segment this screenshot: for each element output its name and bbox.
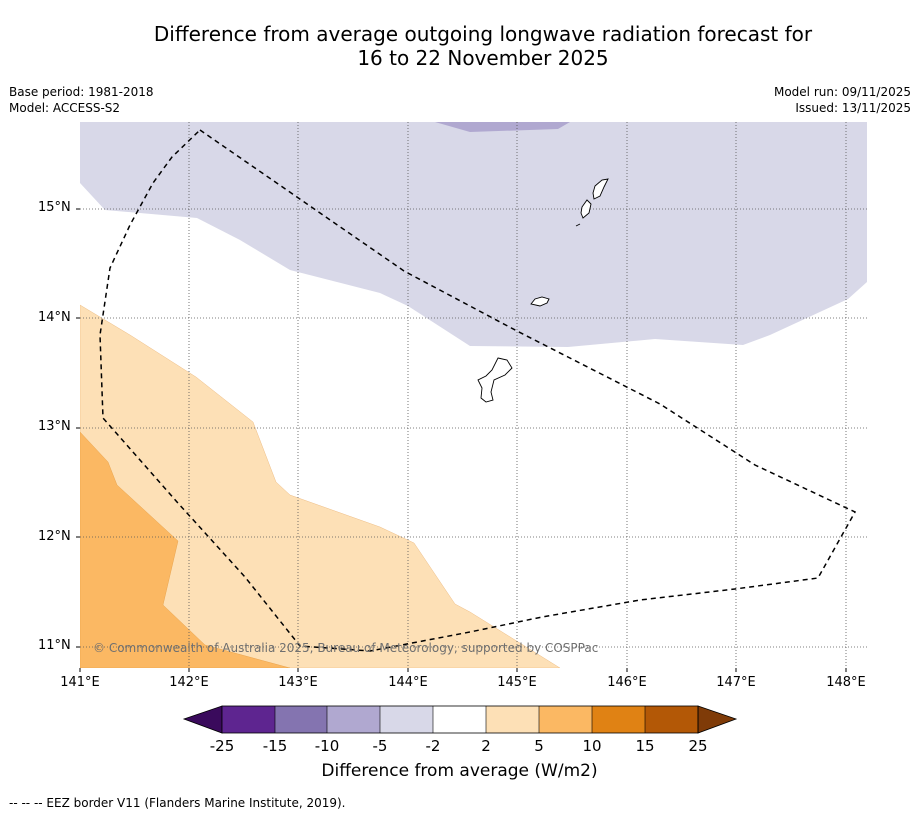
title-line-2: 16 to 22 November 2025	[357, 46, 609, 70]
model-name: Model: ACCESS-S2	[9, 101, 121, 115]
issued-date: Issued: 13/11/2025	[795, 101, 911, 115]
colorbar-tick: 15	[635, 737, 655, 755]
anomaly-region-neg-mid	[435, 122, 570, 132]
colorbar-bin	[433, 706, 486, 733]
meta-left: Base period: 1981-2018 Model: ACCESS-S2	[9, 84, 154, 116]
eez-footnote: -- -- -- EEZ border V11 (Flanders Marine…	[9, 796, 346, 810]
lon-label-141e: 141°E	[60, 675, 100, 690]
colorbar-tick: 25	[688, 737, 708, 755]
lat-label-11n: 11°N	[38, 638, 71, 653]
colorbar-bin	[222, 706, 275, 733]
colorbar-tick: 10	[582, 737, 602, 755]
colorbar-tick: -2	[425, 737, 441, 755]
island-rota	[530, 296, 550, 307]
colorbar	[182, 705, 738, 734]
colorbar-tick: -15	[262, 737, 288, 755]
colorbar-tick: 5	[534, 737, 544, 755]
island-tinian	[580, 199, 592, 219]
lat-label-15n: 15°N	[38, 200, 71, 215]
model-run: Model run: 09/11/2025	[773, 85, 911, 99]
lon-label-144e: 144°E	[388, 675, 428, 690]
colorbar-extend-min	[182, 705, 223, 734]
lat-label-14n: 14°N	[38, 310, 71, 325]
base-period: Base period: 1981-2018	[9, 85, 154, 99]
colorbar-tick: -25	[209, 737, 235, 755]
anomaly-region-pos-mid	[80, 431, 291, 668]
anomaly-region-pos-light	[80, 304, 561, 668]
colorbar-bin	[327, 706, 380, 733]
title-line-1: Difference from average outgoing longwav…	[153, 22, 813, 46]
colorbar-title: Difference from average (W/m2)	[321, 761, 598, 781]
lon-label-145e: 145°E	[497, 675, 537, 690]
chart-title: Difference from average outgoing longwav…	[0, 22, 919, 70]
axis-ticks	[76, 208, 847, 672]
colorbar-bin	[592, 706, 645, 733]
island-saipan	[592, 178, 609, 200]
colorbar-bin	[645, 706, 698, 733]
colorbar-tick: 2	[481, 737, 491, 755]
lon-label-147e: 147°E	[716, 675, 756, 690]
lon-label-146e: 146°E	[607, 675, 647, 690]
colorbar-bin	[380, 706, 433, 733]
colorbar-tick: -5	[372, 737, 388, 755]
island-guam	[477, 357, 513, 403]
colorbar-bin	[539, 706, 592, 733]
meta-right: Model run: 09/11/2025 Issued: 13/11/2025	[774, 84, 911, 116]
copyright-notice: © Commonwealth of Australia 2025, Bureau…	[93, 641, 599, 655]
gridlines	[80, 122, 867, 668]
lat-label-13n: 13°N	[38, 419, 71, 434]
lon-label-143e: 143°E	[278, 675, 318, 690]
lon-label-148e: 148°E	[826, 675, 866, 690]
lat-label-12n: 12°N	[38, 529, 71, 544]
colorbar-extend-max	[697, 705, 738, 734]
islands	[477, 178, 609, 403]
colorbar-bin	[486, 706, 539, 733]
island-aguijan	[575, 223, 581, 227]
colorbar-tick: -10	[314, 737, 340, 755]
anomaly-region-neg-light	[80, 122, 867, 347]
colorbar-bin	[275, 706, 327, 733]
lon-label-142e: 142°E	[169, 675, 209, 690]
